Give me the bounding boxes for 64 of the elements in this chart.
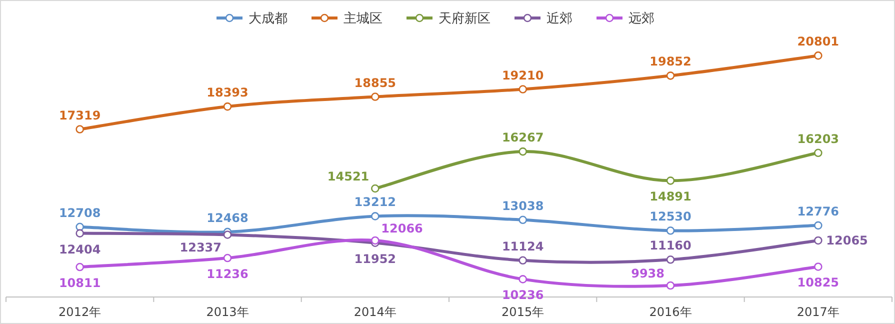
point xyxy=(814,236,822,245)
data-label: 12708 xyxy=(58,206,101,220)
data-label: 18393 xyxy=(206,86,248,100)
point xyxy=(371,212,380,220)
data-label: 14521 xyxy=(327,170,370,184)
data-label: 12530 xyxy=(650,210,692,224)
x-tick-label: 2013年 xyxy=(206,305,249,319)
point xyxy=(76,262,84,272)
data-label: 19210 xyxy=(502,68,544,82)
data-label: 12468 xyxy=(206,210,248,225)
point xyxy=(518,256,527,265)
data-label: 11952 xyxy=(354,252,396,266)
data-label: 18855 xyxy=(354,76,396,90)
point xyxy=(666,176,675,185)
x-tick-label: 2017年 xyxy=(796,305,840,319)
point xyxy=(814,148,822,158)
data-label: 11236 xyxy=(206,267,248,282)
legend-label: 远郊 xyxy=(628,12,654,26)
x-tick-label: 2016年 xyxy=(649,305,692,319)
data-label: 17319 xyxy=(58,108,101,122)
point xyxy=(518,85,527,94)
point xyxy=(371,184,380,193)
legend-label: 主城区 xyxy=(344,10,382,26)
data-label: 19852 xyxy=(650,54,692,69)
point xyxy=(223,254,232,262)
data-label: 12404 xyxy=(58,242,101,256)
data-label: 11124 xyxy=(502,239,544,254)
point xyxy=(223,102,232,111)
point xyxy=(371,92,380,101)
point xyxy=(518,275,527,284)
point xyxy=(223,230,232,239)
data-label: 13212 xyxy=(354,195,396,210)
data-label: 10236 xyxy=(502,288,544,302)
point xyxy=(371,236,380,245)
point xyxy=(814,51,822,60)
point xyxy=(666,226,675,235)
data-label: 12337 xyxy=(180,240,222,255)
data-label: 10811 xyxy=(58,276,101,290)
data-label: 16203 xyxy=(797,132,840,146)
data-label: 12066 xyxy=(381,221,423,236)
data-label: 14891 xyxy=(650,190,692,204)
x-tick-label: 2014年 xyxy=(354,305,396,319)
point xyxy=(518,216,527,224)
point xyxy=(76,229,84,238)
point xyxy=(518,147,527,156)
point xyxy=(814,262,822,271)
point xyxy=(666,255,675,264)
x-tick-label: 2012年 xyxy=(58,305,102,319)
legend-label: 近郊 xyxy=(546,12,572,26)
data-label: 12776 xyxy=(797,204,840,218)
data-label: 12065 xyxy=(826,233,868,248)
legend-label: 大成都 xyxy=(248,12,288,26)
legend-label: 天府新区 xyxy=(438,10,490,26)
data-label: 16267 xyxy=(502,130,544,145)
point xyxy=(76,125,84,134)
data-label: 10825 xyxy=(797,276,840,290)
point xyxy=(666,72,675,80)
point xyxy=(666,281,675,290)
data-label: 13038 xyxy=(502,198,544,213)
data-label: 11160 xyxy=(650,238,692,253)
data-label: 9938 xyxy=(631,266,664,281)
point xyxy=(814,221,822,230)
data-label: 20801 xyxy=(797,34,840,49)
x-tick-label: 2015年 xyxy=(502,305,544,319)
